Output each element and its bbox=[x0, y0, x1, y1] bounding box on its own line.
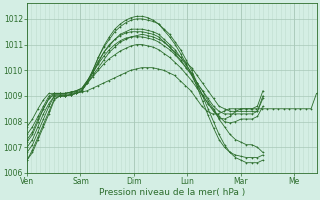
X-axis label: Pression niveau de la mer( hPa ): Pression niveau de la mer( hPa ) bbox=[99, 188, 245, 197]
